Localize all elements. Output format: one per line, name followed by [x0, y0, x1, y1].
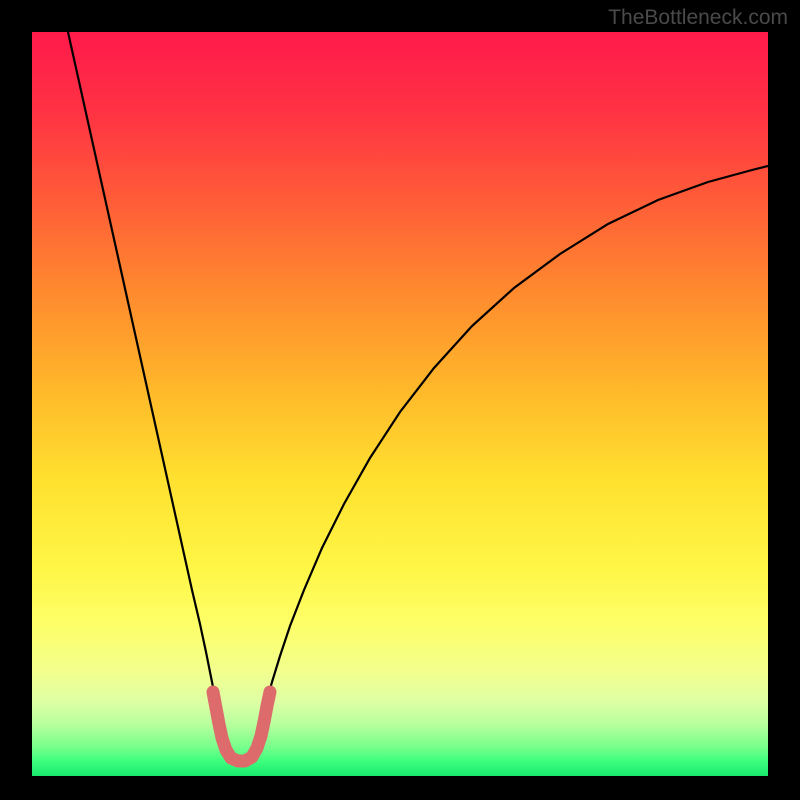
gradient-background — [32, 32, 768, 776]
chart-svg — [32, 32, 768, 776]
watermark-text: TheBottleneck.com — [608, 6, 788, 30]
plot-area — [32, 32, 768, 776]
